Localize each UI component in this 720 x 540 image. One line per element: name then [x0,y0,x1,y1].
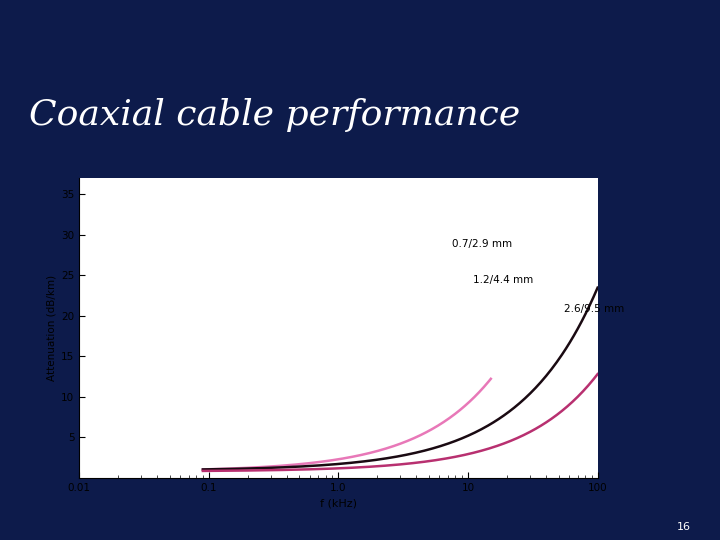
X-axis label: f (kHz): f (kHz) [320,498,357,508]
Text: 0.7/2.9 mm: 0.7/2.9 mm [452,239,512,249]
Text: 1.2/4.4 mm: 1.2/4.4 mm [473,275,534,286]
Text: Coaxial cable performance: Coaxial cable performance [29,98,520,132]
Text: 16: 16 [678,522,691,531]
Y-axis label: Attenuation (dB/km): Attenuation (dB/km) [47,275,57,381]
Text: 2.6/9.5 mm: 2.6/9.5 mm [564,304,624,314]
